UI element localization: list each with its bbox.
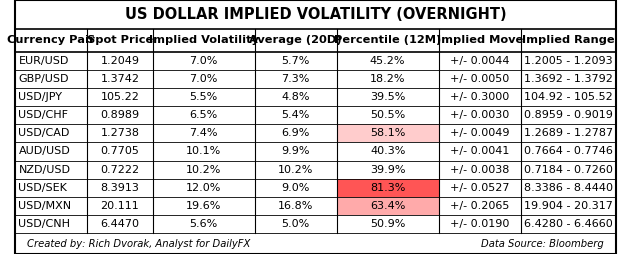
Text: 1.2689 - 1.2787: 1.2689 - 1.2787 bbox=[524, 128, 613, 138]
Text: 81.3%: 81.3% bbox=[370, 183, 406, 193]
Text: +/- 0.0049: +/- 0.0049 bbox=[450, 128, 509, 138]
Bar bbox=[337, 179, 439, 197]
Text: 0.8989: 0.8989 bbox=[100, 110, 140, 120]
Text: 12.0%: 12.0% bbox=[186, 183, 222, 193]
Text: USD/MXN: USD/MXN bbox=[19, 201, 72, 211]
Text: 10.1%: 10.1% bbox=[186, 147, 222, 156]
Text: +/- 0.0030: +/- 0.0030 bbox=[450, 110, 509, 120]
Text: Implied Range: Implied Range bbox=[522, 35, 615, 45]
Text: 19.6%: 19.6% bbox=[186, 201, 222, 211]
Text: 45.2%: 45.2% bbox=[370, 56, 406, 66]
Text: Data Source: Bloomberg: Data Source: Bloomberg bbox=[481, 239, 604, 249]
Text: +/- 0.3000: +/- 0.3000 bbox=[450, 92, 509, 102]
Text: +/- 0.0527: +/- 0.0527 bbox=[450, 183, 509, 193]
Text: 7.0%: 7.0% bbox=[190, 56, 218, 66]
Text: 9.0%: 9.0% bbox=[281, 183, 310, 193]
Text: 10.2%: 10.2% bbox=[186, 165, 222, 174]
Text: 104.92 - 105.52: 104.92 - 105.52 bbox=[524, 92, 613, 102]
Text: USD/CNH: USD/CNH bbox=[19, 219, 71, 229]
Text: +/- 0.0050: +/- 0.0050 bbox=[450, 74, 509, 84]
Text: AUD/USD: AUD/USD bbox=[19, 147, 70, 156]
Text: NZD/USD: NZD/USD bbox=[19, 165, 71, 174]
Text: US DOLLAR IMPLIED VOLATILITY (OVERNIGHT): US DOLLAR IMPLIED VOLATILITY (OVERNIGHT) bbox=[125, 7, 506, 22]
Text: 58.1%: 58.1% bbox=[370, 128, 406, 138]
Text: 6.4470: 6.4470 bbox=[100, 219, 139, 229]
Text: 9.9%: 9.9% bbox=[281, 147, 310, 156]
Text: 5.4%: 5.4% bbox=[281, 110, 310, 120]
Text: 7.3%: 7.3% bbox=[281, 74, 310, 84]
Text: 0.7222: 0.7222 bbox=[100, 165, 140, 174]
Text: +/- 0.2065: +/- 0.2065 bbox=[450, 201, 509, 211]
Text: +/- 0.0038: +/- 0.0038 bbox=[450, 165, 509, 174]
Text: 63.4%: 63.4% bbox=[370, 201, 406, 211]
Text: 39.9%: 39.9% bbox=[370, 165, 406, 174]
Text: 1.3692 - 1.3792: 1.3692 - 1.3792 bbox=[524, 74, 613, 84]
Bar bbox=[337, 197, 439, 215]
Text: 0.7705: 0.7705 bbox=[100, 147, 139, 156]
Text: USD/JPY: USD/JPY bbox=[19, 92, 62, 102]
Text: 105.22: 105.22 bbox=[100, 92, 139, 102]
Text: 6.4280 - 6.4660: 6.4280 - 6.4660 bbox=[524, 219, 613, 229]
Text: 1.2049: 1.2049 bbox=[100, 56, 139, 66]
Text: 6.5%: 6.5% bbox=[190, 110, 218, 120]
Text: 40.3%: 40.3% bbox=[370, 147, 406, 156]
Bar bbox=[337, 124, 439, 142]
Text: +/- 0.0190: +/- 0.0190 bbox=[450, 219, 509, 229]
Text: Average (20D): Average (20D) bbox=[250, 35, 342, 45]
Text: 20.111: 20.111 bbox=[100, 201, 139, 211]
Text: 19.904 - 20.317: 19.904 - 20.317 bbox=[524, 201, 613, 211]
Text: +/- 0.0041: +/- 0.0041 bbox=[450, 147, 509, 156]
Text: 8.3386 - 8.4440: 8.3386 - 8.4440 bbox=[524, 183, 613, 193]
Text: Currency Pair: Currency Pair bbox=[7, 35, 95, 45]
Text: 6.9%: 6.9% bbox=[281, 128, 310, 138]
Text: 18.2%: 18.2% bbox=[370, 74, 406, 84]
Text: USD/CAD: USD/CAD bbox=[19, 128, 70, 138]
Text: 5.5%: 5.5% bbox=[190, 92, 218, 102]
Text: Spot Price: Spot Price bbox=[87, 35, 153, 45]
Text: 5.6%: 5.6% bbox=[190, 219, 218, 229]
Text: 5.0%: 5.0% bbox=[281, 219, 310, 229]
Text: 7.4%: 7.4% bbox=[190, 128, 218, 138]
Text: USD/SEK: USD/SEK bbox=[19, 183, 67, 193]
Text: 4.8%: 4.8% bbox=[281, 92, 310, 102]
Text: 50.5%: 50.5% bbox=[370, 110, 406, 120]
Text: Implied Volatility: Implied Volatility bbox=[149, 35, 258, 45]
Text: 8.3913: 8.3913 bbox=[100, 183, 139, 193]
Text: Implied Move: Implied Move bbox=[437, 35, 523, 45]
Text: +/- 0.0044: +/- 0.0044 bbox=[450, 56, 509, 66]
Text: 16.8%: 16.8% bbox=[278, 201, 313, 211]
Text: 0.7184 - 0.7260: 0.7184 - 0.7260 bbox=[524, 165, 613, 174]
Text: 1.2005 - 1.2093: 1.2005 - 1.2093 bbox=[524, 56, 613, 66]
Text: GBP/USD: GBP/USD bbox=[19, 74, 69, 84]
Text: 5.7%: 5.7% bbox=[281, 56, 310, 66]
Text: 10.2%: 10.2% bbox=[278, 165, 313, 174]
Text: 0.8959 - 0.9019: 0.8959 - 0.9019 bbox=[524, 110, 613, 120]
Text: 0.7664 - 0.7746: 0.7664 - 0.7746 bbox=[524, 147, 613, 156]
Text: Percentile (12M): Percentile (12M) bbox=[334, 35, 441, 45]
Text: 50.9%: 50.9% bbox=[370, 219, 406, 229]
Text: 1.2738: 1.2738 bbox=[100, 128, 139, 138]
Text: 7.0%: 7.0% bbox=[190, 74, 218, 84]
Text: 1.3742: 1.3742 bbox=[100, 74, 139, 84]
Text: EUR/USD: EUR/USD bbox=[19, 56, 69, 66]
Text: Created by: Rich Dvorak, Analyst for DailyFX: Created by: Rich Dvorak, Analyst for Dai… bbox=[27, 239, 250, 249]
Text: USD/CHF: USD/CHF bbox=[19, 110, 69, 120]
Text: 39.5%: 39.5% bbox=[370, 92, 406, 102]
